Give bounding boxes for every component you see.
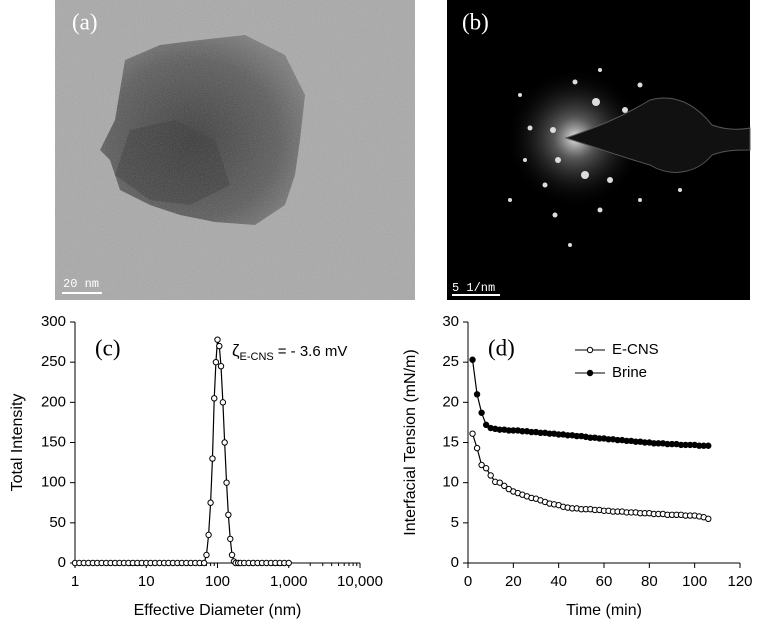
marker — [212, 358, 220, 366]
y-tick-label: 10 — [442, 474, 459, 491]
marker — [214, 336, 221, 343]
scale-bar-label: 5 1/nm — [452, 281, 495, 295]
marker — [223, 479, 230, 486]
x-tick-label: 1,000 — [270, 573, 308, 590]
y-tick-label: 25 — [442, 353, 459, 370]
y-tick-label: 300 — [41, 313, 66, 330]
marker — [501, 482, 508, 490]
y-tick-label: 250 — [41, 353, 66, 370]
marker — [209, 455, 216, 462]
x-tick-label: 0 — [464, 573, 472, 590]
y-tick-label: 50 — [49, 514, 66, 531]
x-axis-title: Time (min) — [566, 602, 642, 619]
legend-label: Brine — [612, 364, 647, 381]
marker — [285, 559, 292, 567]
marker — [225, 511, 232, 518]
y-tick-label: 20 — [442, 393, 459, 410]
marker — [705, 442, 712, 449]
marker — [207, 499, 214, 506]
marker — [482, 465, 490, 472]
x-tick-label: 1 — [71, 573, 79, 590]
x-axis-title: Effective Diameter (nm) — [134, 602, 302, 619]
legend-label: E-CNS — [612, 341, 659, 358]
marker — [469, 430, 476, 437]
marker — [216, 342, 223, 350]
y-axis-title: Total Intensity — [9, 394, 26, 492]
x-tick-label: 40 — [550, 573, 567, 590]
diffraction-image — [447, 0, 751, 300]
marker — [705, 515, 712, 523]
marker — [221, 439, 228, 446]
x-tick-label: 60 — [596, 573, 613, 590]
annotation: ζE-CNS = - 3.6 mV — [232, 341, 347, 362]
marker — [473, 391, 481, 398]
y-tick-label: 0 — [58, 554, 66, 571]
marker — [200, 559, 208, 567]
marker — [211, 395, 218, 402]
marker — [227, 535, 234, 543]
y-axis-title: Interfacial Tension (mN/m) — [402, 349, 419, 535]
legend-marker — [586, 346, 594, 354]
panel-label: (c) — [95, 335, 121, 360]
x-tick-label: 80 — [641, 573, 658, 590]
annotation-text: = - 3.6 mV — [278, 343, 348, 360]
y-tick-label: 0 — [451, 554, 459, 571]
y-tick-label: 30 — [442, 313, 459, 330]
tem-image — [55, 0, 415, 300]
marker — [217, 362, 225, 370]
scale-bar-label: 20 nm — [63, 277, 99, 291]
annotation-subscript: E-CNS — [240, 351, 274, 363]
marker — [219, 399, 227, 406]
y-tick-label: 5 — [451, 514, 459, 531]
x-tick-label: 100 — [205, 573, 230, 590]
marker — [205, 531, 212, 539]
y-tick-label: 100 — [41, 474, 66, 491]
x-tick-label: 20 — [505, 573, 522, 590]
y-tick-label: 15 — [442, 433, 459, 450]
x-tick-label: 10 — [138, 573, 155, 590]
marker — [228, 551, 236, 559]
x-tick-label: 100 — [682, 573, 707, 590]
marker — [478, 461, 485, 469]
panel-label: (a) — [72, 9, 98, 34]
panel-label: (b) — [462, 9, 489, 34]
marker — [469, 356, 476, 363]
y-tick-label: 150 — [41, 433, 66, 450]
marker — [487, 472, 494, 479]
x-tick-label: 10,000 — [337, 573, 383, 590]
marker — [203, 551, 210, 559]
marker — [496, 479, 503, 486]
annotation-symbol: ζ — [232, 341, 240, 360]
legend-marker — [586, 369, 594, 377]
marker — [473, 444, 481, 452]
y-tick-label: 200 — [41, 393, 66, 410]
x-tick-label: 120 — [727, 573, 752, 590]
marker — [482, 421, 490, 429]
series-line — [75, 339, 289, 564]
marker — [478, 409, 485, 416]
panel-label: (d) — [488, 335, 515, 360]
